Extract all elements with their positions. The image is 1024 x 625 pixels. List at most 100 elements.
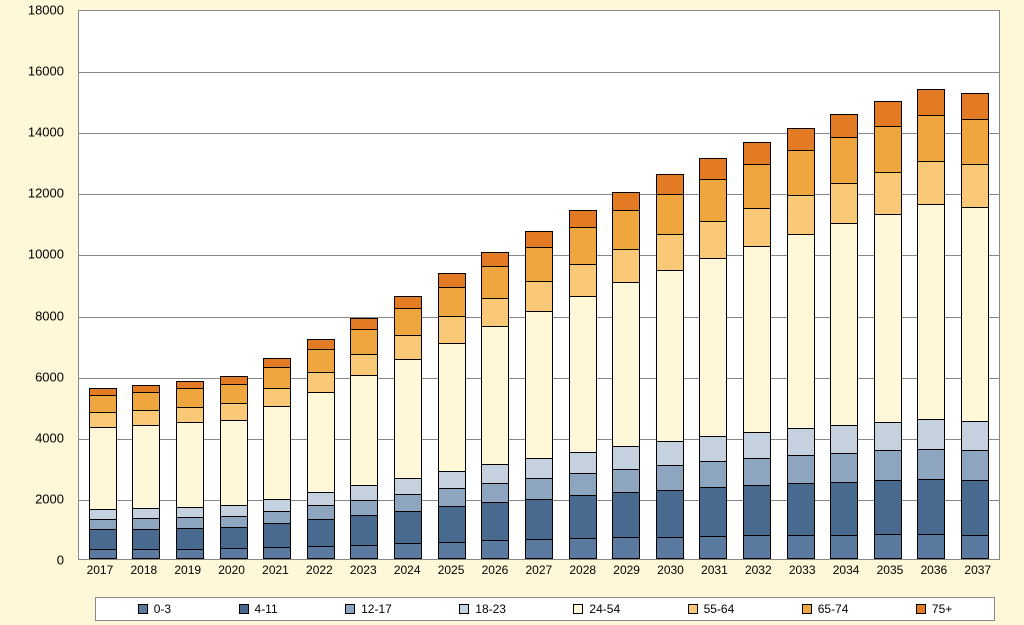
bar xyxy=(612,192,640,559)
bar-segment-18-23 xyxy=(830,426,858,454)
x-tick-label: 2033 xyxy=(788,563,816,577)
bar-segment-65-74 xyxy=(743,165,771,208)
y-tick-label: 2000 xyxy=(0,491,70,506)
bar-segment-4-11 xyxy=(132,530,160,550)
bar-segment-0-3 xyxy=(699,537,727,559)
legend-item: 12-17 xyxy=(345,602,392,616)
bar-segment-4-11 xyxy=(220,528,248,549)
bar-segment-55-64 xyxy=(394,336,422,360)
bar-segment-0-3 xyxy=(787,536,815,559)
bar-segment-12-17 xyxy=(481,484,509,504)
bar-segment-75+ xyxy=(525,231,553,248)
bar-segment-18-23 xyxy=(874,423,902,452)
bar-segment-0-3 xyxy=(89,550,117,559)
bar-segment-75+ xyxy=(656,174,684,195)
bar-segment-55-64 xyxy=(176,408,204,424)
bar-segment-0-3 xyxy=(481,541,509,559)
bar xyxy=(656,174,684,559)
bar-segment-4-11 xyxy=(874,481,902,535)
bar-segment-0-3 xyxy=(874,535,902,559)
bar-segment-55-64 xyxy=(743,209,771,247)
bar-segment-18-23 xyxy=(699,437,727,462)
bar-segment-75+ xyxy=(220,376,248,385)
bar-segment-55-64 xyxy=(220,404,248,420)
bar-segment-75+ xyxy=(394,296,422,309)
x-tick-label: 2020 xyxy=(218,563,246,577)
x-tick-label: 2017 xyxy=(86,563,114,577)
bar-segment-55-64 xyxy=(481,299,509,327)
bar-segment-4-11 xyxy=(438,507,466,542)
bar-segment-12-17 xyxy=(612,470,640,494)
bar-segment-4-11 xyxy=(481,503,509,541)
legend-marker xyxy=(345,604,355,614)
bar-segment-75+ xyxy=(132,385,160,393)
x-tick-label: 2025 xyxy=(437,563,465,577)
bar-segment-24-54 xyxy=(830,224,858,426)
plot-area xyxy=(78,10,1000,560)
bar-segment-65-74 xyxy=(350,330,378,355)
x-tick-label: 2034 xyxy=(832,563,860,577)
bar-segment-55-64 xyxy=(263,389,291,407)
x-tick-label: 2029 xyxy=(613,563,641,577)
bar-segment-55-64 xyxy=(874,173,902,215)
bar-segment-65-74 xyxy=(89,396,117,413)
x-tick-label: 2037 xyxy=(964,563,992,577)
bar-segment-0-3 xyxy=(830,536,858,559)
legend-marker xyxy=(239,604,249,614)
bar-segment-24-54 xyxy=(89,428,117,511)
bar-segment-4-11 xyxy=(89,530,117,550)
x-tick-label: 2035 xyxy=(876,563,904,577)
bar-segment-75+ xyxy=(438,273,466,287)
bar xyxy=(220,376,248,559)
bar-segment-75+ xyxy=(743,142,771,165)
legend-item: 24-54 xyxy=(573,602,620,616)
bar-segment-18-23 xyxy=(176,508,204,518)
bar-segment-55-64 xyxy=(830,184,858,225)
legend-label: 24-54 xyxy=(589,602,620,616)
legend-marker xyxy=(802,604,812,614)
bar-segment-4-11 xyxy=(830,483,858,536)
bar-segment-4-11 xyxy=(263,524,291,548)
legend-marker xyxy=(138,604,148,614)
bar-segment-0-3 xyxy=(917,535,945,559)
x-tick-label: 2030 xyxy=(657,563,685,577)
x-tick-label: 2026 xyxy=(481,563,509,577)
x-tick-label: 2032 xyxy=(744,563,772,577)
bar-segment-65-74 xyxy=(220,385,248,404)
x-tick-label: 2018 xyxy=(130,563,158,577)
bar-segment-12-17 xyxy=(787,456,815,484)
bar-segment-18-23 xyxy=(612,447,640,470)
bar-segment-65-74 xyxy=(830,138,858,183)
bar xyxy=(743,142,771,559)
legend-item: 18-23 xyxy=(459,602,506,616)
bar-segment-18-23 xyxy=(917,420,945,450)
bar-segment-75+ xyxy=(874,101,902,127)
bar-segment-0-3 xyxy=(569,539,597,559)
bar-segment-75+ xyxy=(961,93,989,119)
x-axis-labels: 2017201820192020202120222023202420252026… xyxy=(78,563,1000,577)
bar-segment-75+ xyxy=(830,114,858,139)
bar-segment-0-3 xyxy=(656,538,684,559)
bar-segment-65-74 xyxy=(569,228,597,265)
bar-segment-0-3 xyxy=(525,540,553,559)
bar-segment-4-11 xyxy=(394,512,422,544)
bar-segment-12-17 xyxy=(917,450,945,480)
bar-segment-12-17 xyxy=(220,517,248,528)
bar-segment-75+ xyxy=(263,358,291,368)
bar-segment-0-3 xyxy=(263,548,291,559)
legend-item: 0-3 xyxy=(138,602,171,616)
bar-segment-75+ xyxy=(917,89,945,116)
bar-segment-55-64 xyxy=(699,222,727,259)
bar-segment-65-74 xyxy=(438,288,466,318)
bar-segment-12-17 xyxy=(569,474,597,496)
legend-marker xyxy=(459,604,469,614)
bar-segment-12-17 xyxy=(525,479,553,500)
y-tick-label: 10000 xyxy=(0,247,70,262)
bar-segment-12-17 xyxy=(394,495,422,512)
bar-segment-12-17 xyxy=(176,518,204,529)
bar xyxy=(569,210,597,559)
bar-segment-24-54 xyxy=(612,283,640,446)
bar-segment-24-54 xyxy=(481,327,509,465)
bar-segment-12-17 xyxy=(830,454,858,483)
bar-segment-24-54 xyxy=(874,215,902,423)
